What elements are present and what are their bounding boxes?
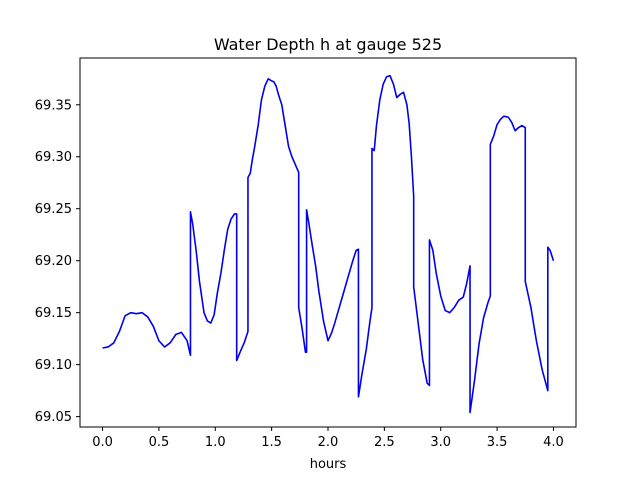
y-tick-label: 69.35	[35, 98, 72, 113]
x-tick-label: 1.5	[261, 435, 282, 450]
x-tick-label: 0.5	[149, 435, 170, 450]
data-layer	[102, 74, 555, 414]
y-tick-label: 69.20	[35, 254, 72, 269]
chart-title: Water Depth h at gauge 525	[214, 35, 442, 54]
x-tick-label: 3.5	[487, 435, 508, 450]
y-tick-label: 69.05	[35, 410, 72, 425]
x-tick-label: 2.5	[374, 435, 395, 450]
x-axis: 0.0 0.5 1.0 1.5 2.0 2.5 3.0 3.5 4.0	[92, 427, 564, 450]
y-tick-label: 69.15	[35, 306, 72, 321]
x-tick-label: 2.0	[318, 435, 339, 450]
y-tick-label: 69.30	[35, 150, 72, 165]
x-tick-label: 4.0	[543, 435, 564, 450]
x-tick-label: 0.0	[92, 435, 113, 450]
y-tick-label: 69.25	[35, 202, 72, 217]
x-tick-label: 1.0	[205, 435, 226, 450]
x-tick-label: 3.0	[430, 435, 451, 450]
series-line-0	[102, 74, 555, 414]
x-axis-label: hours	[310, 457, 347, 472]
y-axis: 69.05 69.10 69.15 69.20 69.25 69.30 69.35	[35, 98, 80, 425]
y-tick-label: 69.10	[35, 358, 72, 373]
